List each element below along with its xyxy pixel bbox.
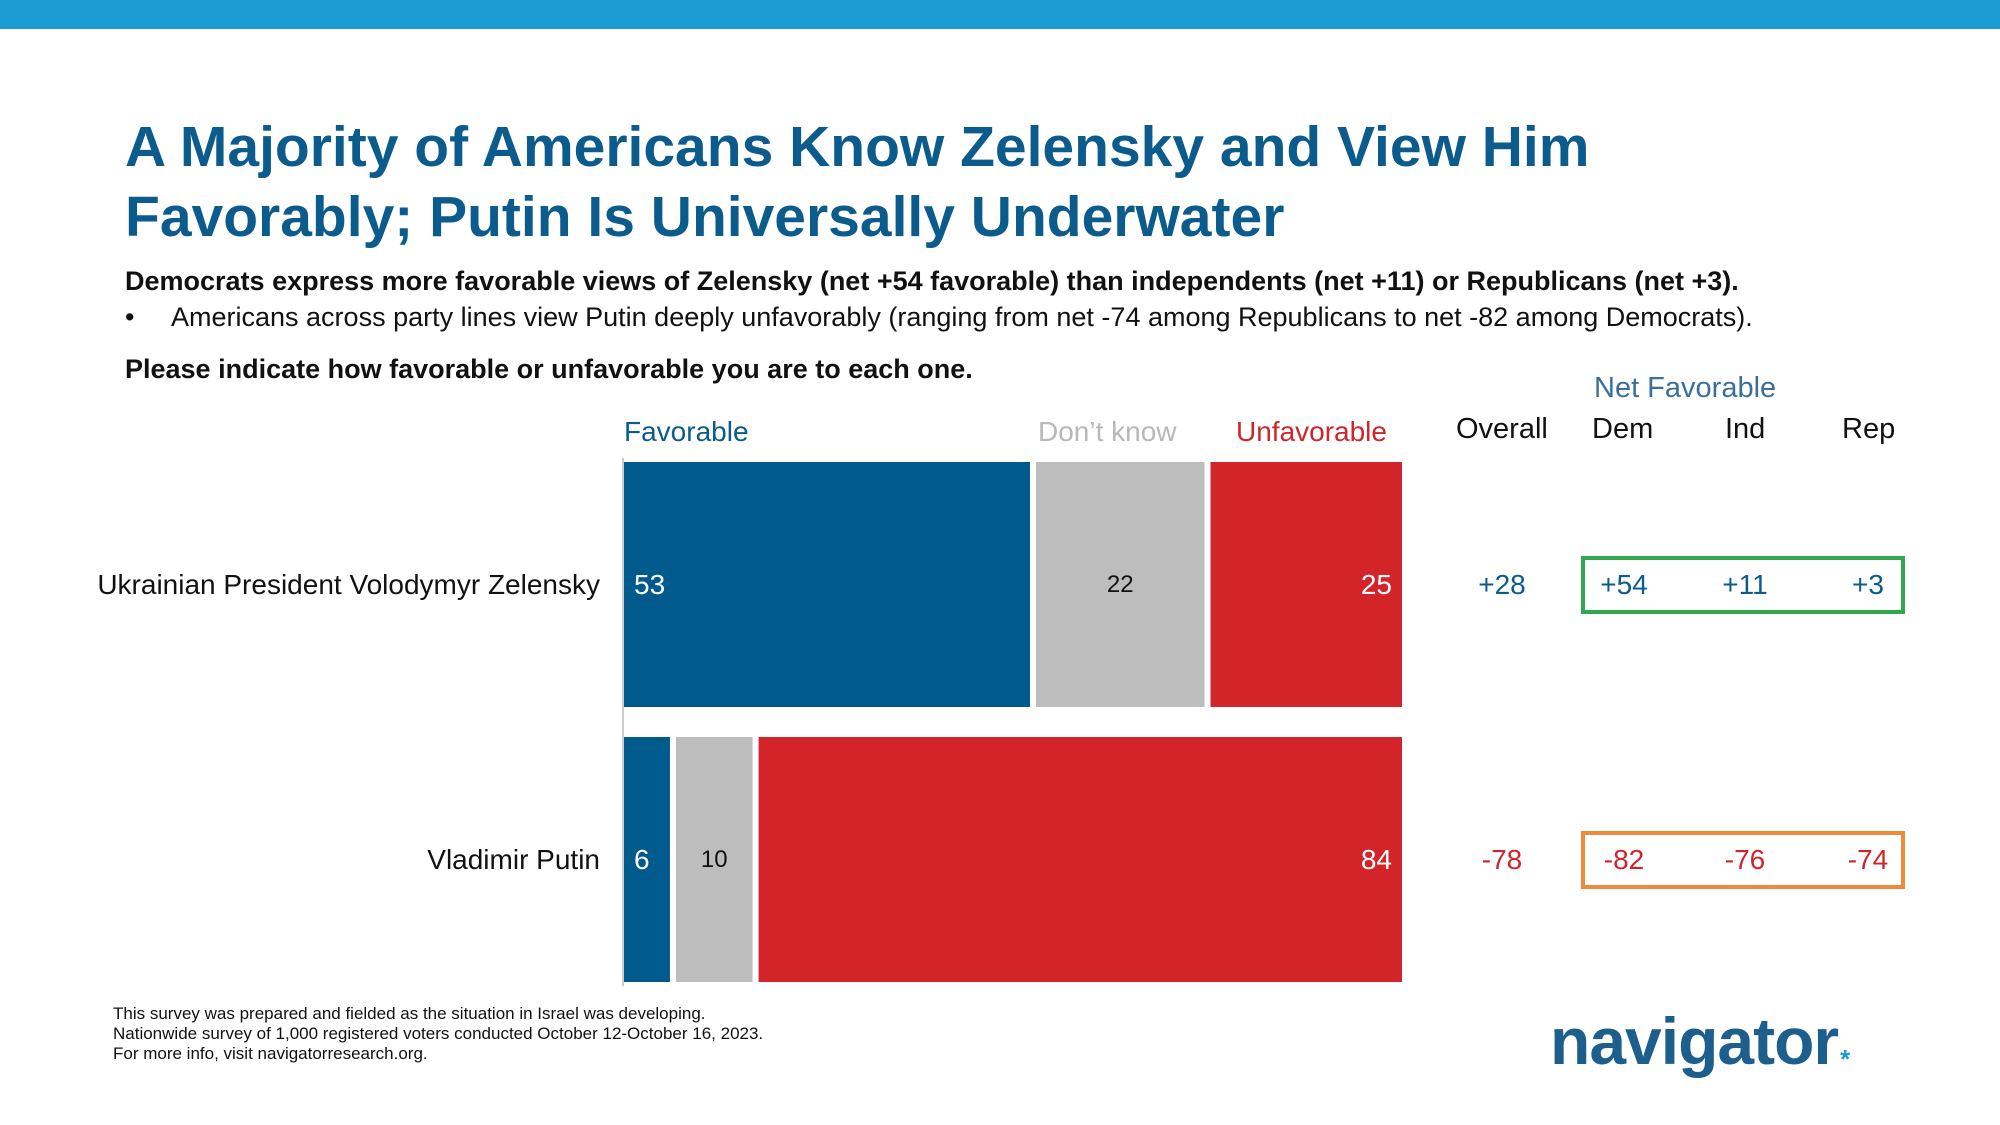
bar-dont-know xyxy=(675,737,753,982)
row-label: Ukrainian President Volodymyr Zelensky xyxy=(97,568,600,600)
overall-column-header: Overall xyxy=(1456,413,1548,445)
footnote-line: For more info, visit navigatorresearch.o… xyxy=(113,1044,428,1063)
net-dem-value: +54 xyxy=(1600,568,1648,600)
bullet-point: • Americans across party lines view Putin… xyxy=(125,302,1975,333)
bar-label-unfavorable: 84 xyxy=(1361,844,1392,875)
footnote-line: This survey was prepared and fielded as … xyxy=(113,1004,706,1023)
bar-label-favorable: 53 xyxy=(634,569,665,600)
net-ind-value: +11 xyxy=(1722,568,1768,600)
bullet-text: Americans across party lines view Putin … xyxy=(171,302,1753,332)
bar-dont-know xyxy=(1035,462,1205,707)
footnotes: This survey was prepared and fielded as … xyxy=(113,1004,763,1064)
subtitle: Democrats express more favorable views o… xyxy=(125,266,1739,296)
bar-label-favorable: 6 xyxy=(634,844,650,875)
bar-favorable xyxy=(624,462,1030,707)
footnote-line: Nationwide survey of 1,000 registered vo… xyxy=(113,1024,764,1043)
dem-column-header: Dem xyxy=(1592,413,1654,445)
bullet-symbol: • xyxy=(125,302,135,332)
net-rep-value: +3 xyxy=(1852,568,1884,600)
bar-favorable xyxy=(624,737,670,982)
row-label: Vladimir Putin xyxy=(427,843,600,875)
legend-dont-know: Don’t know xyxy=(1038,416,1177,447)
survey-question: Please indicate how favorable or unfavor… xyxy=(125,354,973,384)
bar-label-dont-know: 10 xyxy=(701,846,728,873)
legend-unfavorable: Unfavorable xyxy=(1236,416,1387,447)
zelensky-net-highlight-box xyxy=(1581,555,1905,614)
legend-favorable: Favorable xyxy=(624,416,749,447)
net-overall-value: +28 xyxy=(1478,568,1526,600)
logo-text: navigator xyxy=(1550,1004,1839,1078)
net-favorable-header: Net Favorable xyxy=(1594,372,1777,404)
bar-unfavorable xyxy=(758,737,1402,982)
logo-star-icon: * xyxy=(1840,1044,1850,1074)
net-dem-value: -82 xyxy=(1603,843,1645,875)
bar-label-unfavorable: 25 xyxy=(1361,569,1392,600)
rep-column-header: Rep xyxy=(1842,413,1896,445)
net-ind-value: -76 xyxy=(1724,843,1766,875)
net-overall-value: -78 xyxy=(1481,843,1523,875)
putin-net-highlight-box xyxy=(1581,830,1905,889)
navigator-logo: navigator* xyxy=(1550,1003,1850,1079)
net-rep-value: -74 xyxy=(1847,843,1889,875)
top-accent-bar xyxy=(0,0,2000,29)
page-title: A Majority of Americans Know Zelensky an… xyxy=(125,115,1590,249)
bar-label-dont-know: 22 xyxy=(1107,571,1134,598)
bar-unfavorable xyxy=(1210,462,1402,707)
ind-column-header: Ind xyxy=(1725,413,1766,445)
